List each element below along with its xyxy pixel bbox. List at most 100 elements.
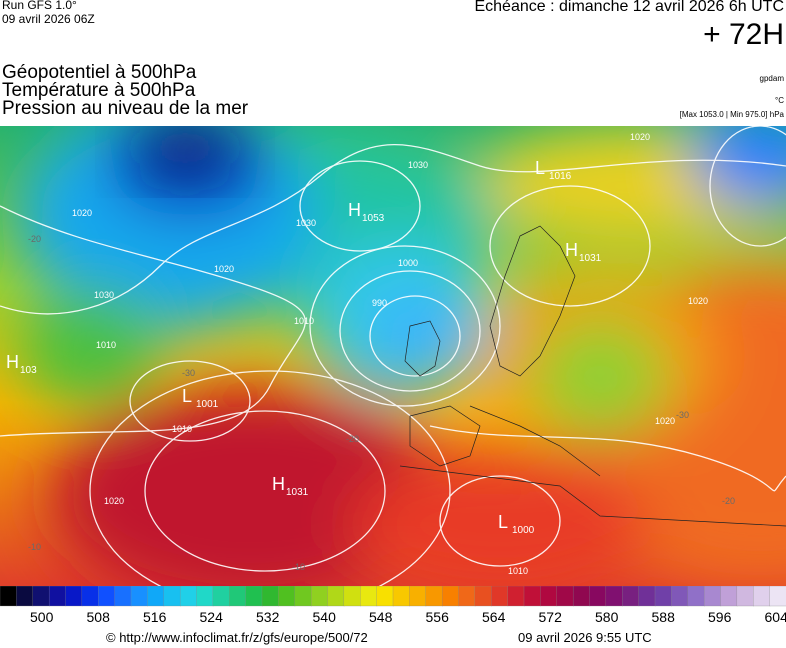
colorbar-swatch: [638, 586, 656, 607]
colorbar-swatch: [294, 586, 312, 607]
colorbar-swatch: [507, 586, 525, 607]
title: Température à 500hPa: [2, 80, 196, 101]
pressure-center: H 1031: [565, 240, 602, 264]
unit-geo: gpdam: [759, 74, 784, 83]
colorbar-label: 596: [708, 609, 732, 625]
colorbar-swatch: [179, 586, 198, 607]
colorbar-label: 580: [595, 609, 619, 625]
colorbar-label: 604: [764, 609, 786, 625]
pressure-center: L 1016: [535, 158, 572, 182]
isobar-label: 1020: [104, 496, 124, 506]
isobar-label: 1030: [296, 218, 316, 228]
echeance: Echéance : dimanche 12 avril 2026 6h UTC: [474, 0, 784, 15]
colorbar-swatch: [196, 586, 214, 607]
colorbar-label: 500: [30, 609, 54, 625]
colorbar-swatch: [343, 586, 361, 607]
lead-time: + 72H: [703, 18, 784, 51]
pressure-center: H 1053: [348, 200, 385, 224]
center-kind: H: [6, 352, 19, 372]
temperature-label: -30: [676, 410, 689, 420]
center-value: 1031: [286, 487, 309, 498]
isobar-label: 1020: [214, 264, 234, 274]
colorbar-swatch: [376, 586, 394, 607]
colorbar-swatch: [65, 586, 83, 607]
isobar-label: 1020: [688, 296, 708, 306]
colorbar-label: 548: [369, 609, 393, 625]
colorbar-swatch: [147, 586, 165, 607]
colorbar-label: 524: [199, 609, 223, 625]
colorbar-swatch: [458, 586, 476, 607]
colorbar-swatch: [540, 586, 558, 607]
center-kind: L: [182, 386, 192, 406]
colorbar-swatch: [687, 586, 705, 607]
colorbar-swatch: [671, 586, 689, 607]
colorbar-swatch: [572, 586, 591, 607]
colorbar-swatch: [474, 586, 492, 607]
temperature-label: -20: [722, 496, 735, 506]
pressure-range: [Max 1053.0 | Min 975.0] hPa: [679, 110, 784, 119]
colorbar-swatch: [769, 586, 786, 607]
center-kind: H: [348, 200, 361, 220]
colorbar-swatch: [261, 586, 280, 607]
temperature-label: -10: [292, 562, 305, 572]
center-value: 1001: [196, 399, 219, 410]
colorbar-swatch: [409, 586, 427, 607]
colorbar-swatch: [327, 586, 345, 607]
isobar-label: 1010: [96, 340, 116, 350]
colorbar-label: 508: [86, 609, 110, 625]
pressure-center: L 1001: [182, 386, 219, 410]
center-value: 1031: [579, 253, 602, 264]
unit-temp: °C: [775, 96, 784, 105]
colorbar-swatch: [278, 586, 296, 607]
colorbar: [0, 586, 786, 607]
title: Pression au niveau de la mer: [2, 98, 249, 119]
center-kind: L: [535, 158, 545, 178]
colorbar-swatch: [229, 586, 247, 607]
title: Géopotentiel à 500hPa: [2, 62, 197, 83]
isobar-label: 1030: [408, 160, 428, 170]
colorbar-swatch: [753, 586, 771, 607]
temperature-label: -10: [28, 542, 41, 552]
isobar-label: 1020: [72, 208, 92, 218]
colorbar-swatch: [523, 586, 542, 607]
colorbar-swatch: [16, 586, 34, 607]
colorbar-swatch: [622, 586, 640, 607]
center-value: 1053: [362, 213, 385, 224]
colorbar-label: 564: [482, 609, 506, 625]
colorbar-swatch: [360, 586, 378, 607]
colorbar-swatch: [212, 586, 230, 607]
generated: 09 avril 2026 9:55 UTC: [518, 630, 652, 645]
colorbar-swatch: [392, 586, 411, 607]
colorbar-swatch: [130, 586, 149, 607]
colorbar-swatch: [736, 586, 754, 607]
colorbar-label: 516: [143, 609, 167, 625]
colorbar-swatch: [720, 586, 738, 607]
run: Run GFS 1.0°: [2, 0, 77, 12]
center-kind: H: [565, 240, 578, 260]
colorbar-label: 556: [425, 609, 449, 625]
colorbar-label: 532: [256, 609, 280, 625]
colorbar-swatch: [0, 586, 18, 607]
titles: Géopotentiel à 500hPa Température à 500h…: [2, 62, 249, 119]
pressure-center: H 1031: [272, 474, 309, 498]
center-value: 1016: [549, 171, 572, 182]
colorbar-swatch: [441, 586, 460, 607]
temperature-label: -20: [346, 434, 359, 444]
colorbar-swatch: [654, 586, 673, 607]
isobar-label: 990: [372, 298, 387, 308]
colorbar-swatch: [491, 586, 509, 607]
temperature-label: -20: [28, 234, 41, 244]
colorbar-swatch: [81, 586, 99, 607]
colorbar-swatch: [114, 586, 132, 607]
isobar-label: 1010: [172, 424, 192, 434]
center-value: 103: [20, 365, 37, 376]
center-kind: L: [498, 512, 508, 532]
center-value: 1000: [512, 525, 535, 536]
colorbar-swatch: [163, 586, 181, 607]
colorbar-swatch: [556, 586, 574, 607]
colorbar-swatch: [98, 586, 116, 607]
colorbar-swatch: [425, 586, 443, 607]
isobar-label: 1010: [294, 316, 314, 326]
colorbar-swatch: [589, 586, 607, 607]
